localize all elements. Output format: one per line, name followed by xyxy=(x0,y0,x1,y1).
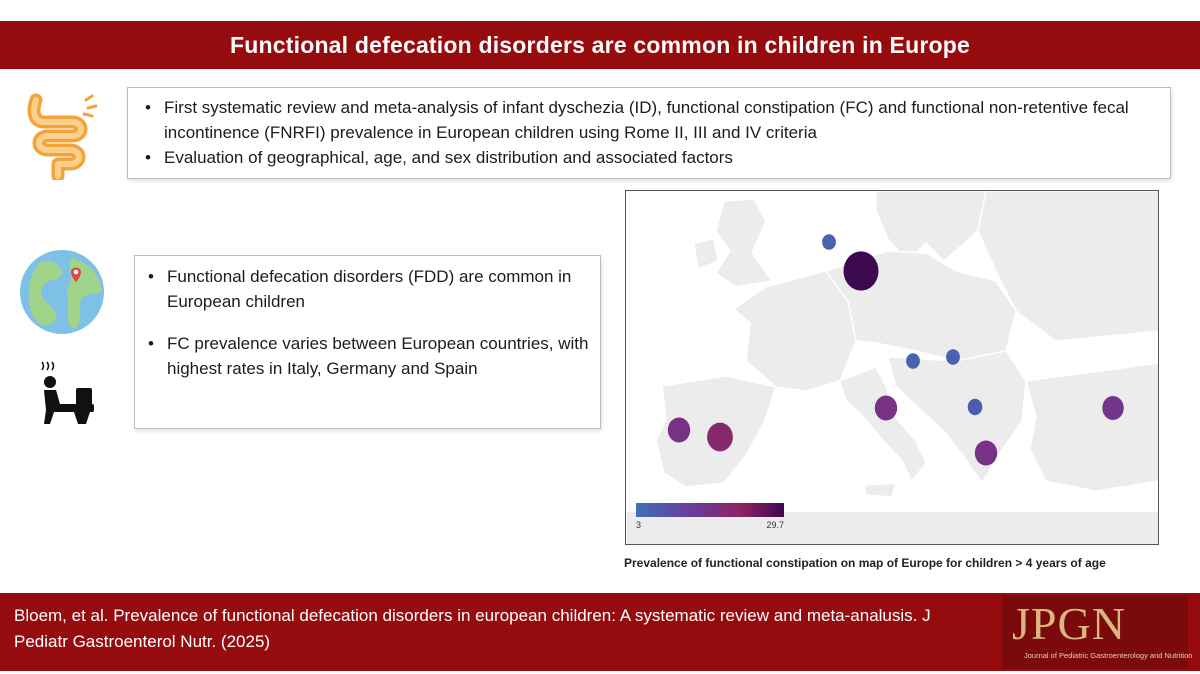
map-caption: Prevalence of functional constipation on… xyxy=(624,556,1106,570)
logo-text: JPGN xyxy=(1012,598,1126,649)
prevalence-bubble xyxy=(974,440,998,466)
person-on-toilet-icon xyxy=(36,360,100,426)
title-bar: Functional defecation disorders are comm… xyxy=(0,21,1200,69)
prevalence-bubble xyxy=(1102,396,1124,420)
prevalence-bubble xyxy=(667,417,691,443)
europe-map: 3 29.7 xyxy=(625,190,1159,545)
findings-box: Functional defecation disorders (FDD) ar… xyxy=(134,255,601,429)
prevalence-bubble xyxy=(967,398,983,416)
logo-subtitle: Journal of Pediatric Gastroenterology an… xyxy=(1024,651,1193,660)
summary-box: First systematic review and meta-analysi… xyxy=(127,87,1171,179)
colorbar-max-label: 29.7 xyxy=(766,520,784,530)
prevalence-bubble xyxy=(874,395,898,421)
prevalence-bubble xyxy=(822,234,836,250)
prevalence-bubble xyxy=(843,251,879,291)
footer: Bloem, et al. Prevalence of functional d… xyxy=(0,593,1200,671)
prevalence-bubble xyxy=(906,353,920,369)
summary-bullet-1: First systematic review and meta-analysi… xyxy=(138,95,1160,145)
colorbar-legend: 3 29.7 xyxy=(636,503,784,530)
findings-bullet-2: FC prevalence varies between European co… xyxy=(141,331,590,381)
summary-bullet-2: Evaluation of geographical, age, and sex… xyxy=(138,145,1160,170)
prevalence-bubble xyxy=(707,422,733,452)
findings-bullet-1: Functional defecation disorders (FDD) ar… xyxy=(141,264,590,314)
jpgn-logo: JPGN Journal of Pediatric Gastroenterolo… xyxy=(1002,595,1192,669)
globe-location-icon xyxy=(18,248,108,336)
page-title: Functional defecation disorders are comm… xyxy=(230,31,970,58)
map-landmass xyxy=(626,191,1158,544)
intestine-icon xyxy=(22,92,104,183)
colorbar-min-label: 3 xyxy=(636,520,641,530)
colorbar xyxy=(636,503,784,517)
citation: Bloem, et al. Prevalence of functional d… xyxy=(14,606,931,651)
prevalence-bubble xyxy=(946,349,960,365)
